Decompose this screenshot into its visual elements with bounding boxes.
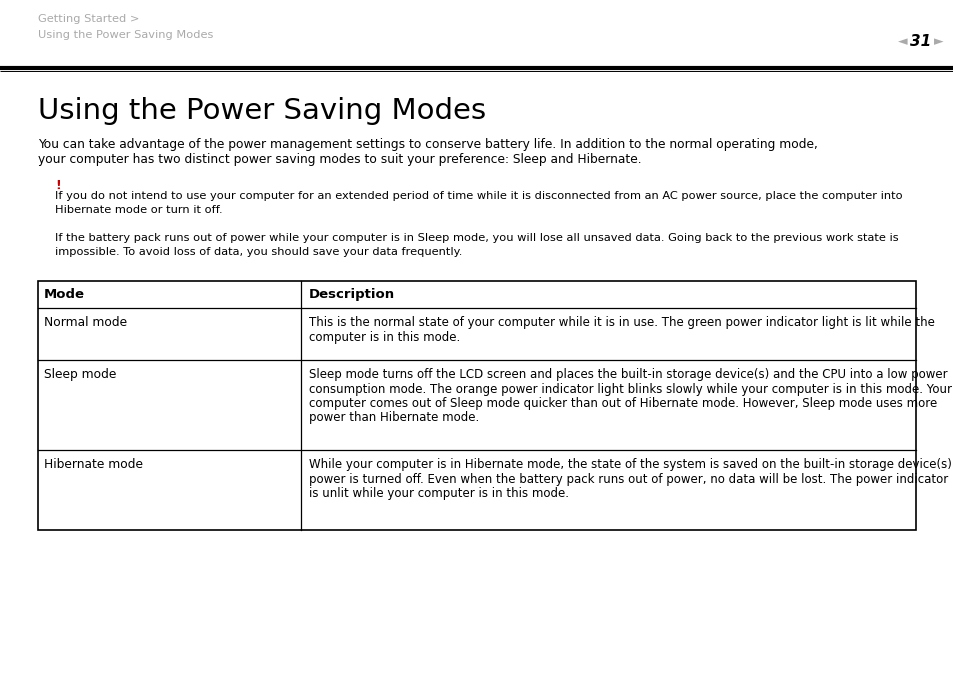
Text: computer comes out of Sleep mode quicker than out of Hibernate mode. However, Sl: computer comes out of Sleep mode quicker… <box>309 397 936 410</box>
Text: impossible. To avoid loss of data, you should save your data frequently.: impossible. To avoid loss of data, you s… <box>55 247 462 257</box>
Text: your computer has two distinct power saving modes to suit your preference: Sleep: your computer has two distinct power sav… <box>38 152 641 166</box>
Text: Hibernate mode or turn it off.: Hibernate mode or turn it off. <box>55 205 222 215</box>
Text: You can take advantage of the power management settings to conserve battery life: You can take advantage of the power mana… <box>38 138 817 151</box>
Text: Hibernate mode: Hibernate mode <box>44 458 143 471</box>
Text: While your computer is in Hibernate mode, the state of the system is saved on th: While your computer is in Hibernate mode… <box>309 458 953 471</box>
Text: If you do not intend to use your computer for an extended period of time while i: If you do not intend to use your compute… <box>55 191 902 201</box>
Text: 31: 31 <box>909 34 931 49</box>
Text: !: ! <box>55 179 61 192</box>
Text: is unlit while your computer is in this mode.: is unlit while your computer is in this … <box>309 487 568 500</box>
Text: Using the Power Saving Modes: Using the Power Saving Modes <box>38 97 486 125</box>
Text: power than Hibernate mode.: power than Hibernate mode. <box>309 412 478 425</box>
Text: ◄: ◄ <box>897 36 907 49</box>
Text: Mode: Mode <box>44 288 85 301</box>
Text: computer is in this mode.: computer is in this mode. <box>309 330 459 344</box>
Text: power is turned off. Even when the battery pack runs out of power, no data will : power is turned off. Even when the batte… <box>309 472 953 485</box>
Text: Using the Power Saving Modes: Using the Power Saving Modes <box>38 30 213 40</box>
Text: If the battery pack runs out of power while your computer is in Sleep mode, you : If the battery pack runs out of power wh… <box>55 233 898 243</box>
Text: ►: ► <box>933 36 943 49</box>
Text: Getting Started >: Getting Started > <box>38 14 139 24</box>
Text: Normal mode: Normal mode <box>44 316 127 329</box>
Text: This is the normal state of your computer while it is in use. The green power in: This is the normal state of your compute… <box>309 316 934 329</box>
Bar <box>38 281 915 530</box>
Text: Description: Description <box>309 288 395 301</box>
Text: consumption mode. The orange power indicator light blinks slowly while your comp: consumption mode. The orange power indic… <box>309 383 951 396</box>
Text: Sleep mode: Sleep mode <box>44 368 116 381</box>
Text: Sleep mode turns off the LCD screen and places the built-in storage device(s) an: Sleep mode turns off the LCD screen and … <box>309 368 946 381</box>
